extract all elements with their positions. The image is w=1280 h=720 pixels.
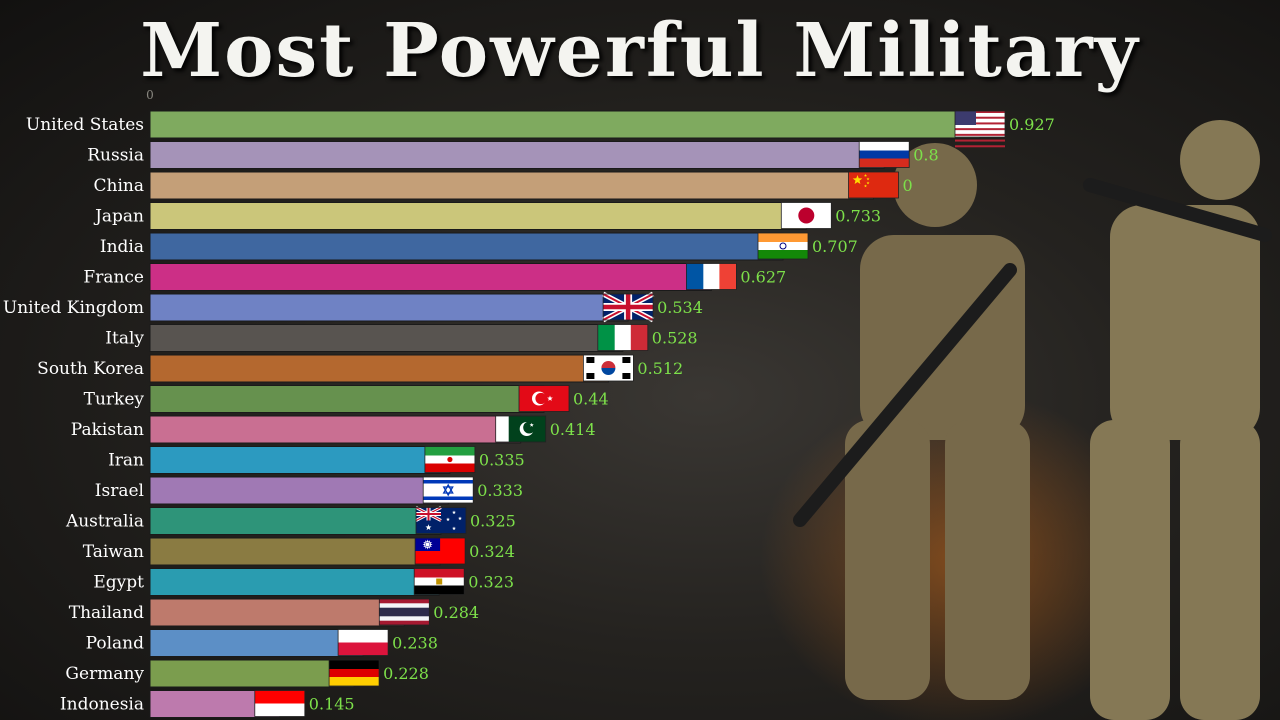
bar-united-kingdom [149,293,629,322]
iran-flag-icon [424,446,476,473]
germany-flag-icon [328,659,380,687]
category-label: Israel [95,481,144,501]
bar-russia [149,141,885,169]
india-flag-icon [757,232,809,260]
category-label: United States [26,115,144,135]
value-label: 0.325 [470,512,516,531]
value-label: 0.145 [309,695,355,714]
bar-india [149,232,784,261]
bar-israel [149,476,449,505]
israel-flag-icon [422,476,474,504]
south-korea-flag-icon [583,354,634,382]
value-label: 0.534 [657,298,703,317]
category-label: Australia [65,512,144,532]
category-label: China [94,176,144,196]
uk-flag-icon [601,291,655,323]
value-label: 0.44 [573,390,609,409]
category-label: Pakistan [71,420,144,440]
bar-poland [149,629,364,657]
category-label: Russia [87,146,144,166]
bar-france [149,263,712,291]
category-label: India [100,237,144,257]
category-label: Germany [65,664,144,684]
australia-flag-icon [415,506,467,534]
bar-south-korea [149,354,609,383]
china-flag-icon [848,171,899,199]
value-label: 0.733 [835,207,881,226]
value-label: 0.627 [740,268,786,287]
value-label: 0.414 [550,420,596,439]
value-label: 0.323 [468,573,514,592]
category-label: Indonesia [60,695,144,715]
value-label: 0.333 [477,481,523,500]
chart-title: Most Powerful Military [140,8,1140,94]
pakistan-flag-icon [495,415,547,443]
category-label: Turkey [84,390,145,410]
category-label: Italy [105,329,144,349]
category-label: Thailand [69,603,144,623]
bar-germany [149,659,355,688]
bar-pakistan [149,415,522,444]
poland-flag-icon [337,629,389,656]
value-label: 0.927 [1009,115,1055,134]
value-label: 0.284 [433,603,479,622]
bar-japan [149,202,807,230]
bar-australia [149,507,442,535]
value-label: 0.228 [383,664,429,683]
thailand-flag-icon [378,598,430,626]
category-label: Taiwan [83,542,144,562]
category-label: United Kingdom [3,298,144,318]
bar-italy [149,324,624,352]
value-label: 0.335 [479,451,525,470]
value-label: 0.707 [812,237,858,256]
russia-flag-icon [858,141,910,168]
category-label: Japan [93,207,144,227]
bar-turkey [149,385,545,413]
bar-egypt [149,568,440,596]
bar-united-states [149,110,981,139]
category-label: Iran [108,451,144,471]
category-label: France [83,268,144,288]
egypt-flag-icon [413,568,465,595]
italy-flag-icon [597,324,649,351]
france-flag-icon [686,263,737,290]
value-label: 0.528 [652,329,698,348]
bar-taiwan [149,537,441,566]
value-label: 0.8 [913,146,938,165]
value-label: 0 [903,176,913,195]
us-flag-icon [954,110,1006,148]
category-label: South Korea [37,359,144,379]
japan-flag-icon [780,202,832,229]
value-label: 0.238 [392,634,438,653]
bar-thailand [149,598,405,627]
value-label: 0.324 [469,542,515,561]
taiwan-flag-icon [414,537,466,565]
value-label: 0.512 [637,359,683,378]
bar-china [149,171,874,200]
category-label: Poland [86,634,145,654]
turkey-flag-icon [518,385,570,412]
category-label: Egypt [93,573,144,593]
bar-iran [149,446,451,474]
x-axis-tick-label: 0 [146,88,154,102]
indonesia-flag-icon [254,690,306,717]
